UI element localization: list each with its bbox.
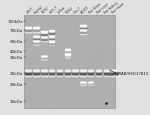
Text: Rat Heart: Rat Heart: [111, 2, 126, 15]
Text: 15kDa: 15kDa: [10, 99, 23, 103]
Text: 50kDa: 50kDa: [10, 39, 23, 43]
Text: 35kDa: 35kDa: [10, 56, 23, 60]
Text: MCF-7: MCF-7: [49, 6, 59, 15]
Text: 20kDa: 20kDa: [10, 82, 23, 86]
Text: Cos-7: Cos-7: [72, 6, 82, 15]
Text: 293T: 293T: [26, 7, 35, 15]
Text: Rat Kidney: Rat Kidney: [104, 1, 120, 15]
Text: 100kDa: 100kDa: [7, 19, 23, 23]
Text: 25kDa: 25kDa: [10, 71, 23, 75]
Bar: [24, 16, 115, 108]
Text: Rat Brain: Rat Brain: [88, 3, 102, 15]
Text: T47D: T47D: [41, 6, 51, 15]
Text: ERAB/HSD17B10: ERAB/HSD17B10: [116, 71, 149, 75]
Text: Rat Liver: Rat Liver: [96, 3, 109, 15]
Text: A-549: A-549: [80, 6, 90, 15]
Text: HepG2: HepG2: [33, 5, 45, 15]
Text: K-562: K-562: [65, 6, 74, 15]
Text: 70kDa: 70kDa: [10, 28, 23, 32]
Text: Jurkat: Jurkat: [57, 6, 67, 15]
Text: 40kDa: 40kDa: [10, 50, 23, 53]
